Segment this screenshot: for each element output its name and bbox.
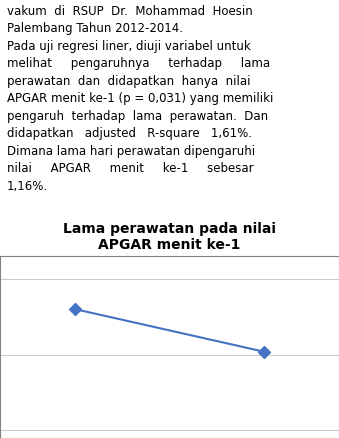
- Text: vakum  di  RSUP  Dr.  Mohammad  Hoesin
Palembang Tahun 2012-2014.
Pada uji regre: vakum di RSUP Dr. Mohammad Hoesin Palemb…: [7, 5, 273, 193]
- Title: Lama perawatan pada nilai
APGAR menit ke-1: Lama perawatan pada nilai APGAR menit ke…: [63, 222, 276, 252]
